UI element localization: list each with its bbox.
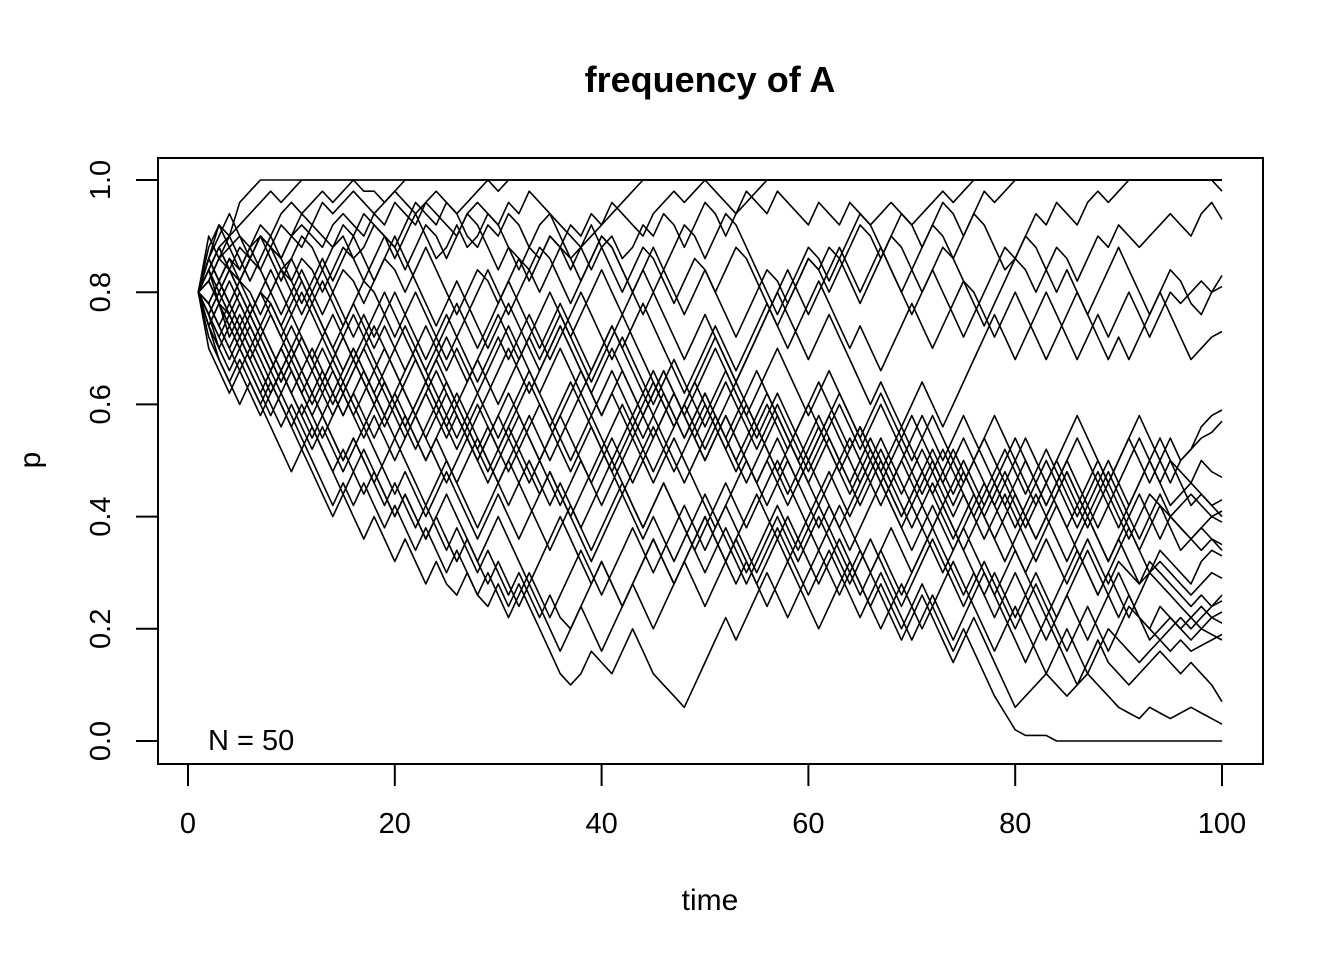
series-line-12: [197, 280, 1223, 395]
x-tick-label: 60: [792, 808, 824, 840]
series-line-13: [197, 268, 1223, 428]
series-line-1: [197, 179, 1222, 293]
series-line-9: [197, 201, 1223, 338]
series-line-4: [197, 179, 1222, 305]
series-line-27: [197, 291, 1222, 742]
y-tick-label: 0.8: [85, 272, 117, 312]
y-tick-label: 0.4: [85, 496, 117, 536]
y-tick-label: 0.0: [85, 721, 117, 761]
series-layer: [197, 179, 1223, 742]
series-line-25: [197, 268, 1223, 675]
series-line-8: [197, 179, 1222, 327]
x-tick-label: 40: [585, 808, 617, 840]
series-line-5: [197, 179, 1222, 294]
y-axis: 0.0 0.2 0.4 0.6 0.8 1.0: [85, 160, 159, 761]
series-line-20: [197, 280, 1223, 596]
x-tick-label: 80: [999, 808, 1031, 840]
y-tick-label: 0.2: [85, 609, 117, 649]
series-line-26: [197, 291, 1223, 703]
y-tick-label: 0.6: [85, 384, 117, 424]
series-line-23: [197, 291, 1223, 641]
x-tick-label: 100: [1198, 808, 1246, 840]
series-line-2: [197, 179, 1222, 293]
series-line-32: [197, 212, 1223, 529]
series-line-31: [197, 246, 1223, 608]
population-size-annotation: N = 50: [208, 725, 294, 757]
series-line-33: [197, 292, 1223, 630]
series-line-22: [197, 257, 1223, 641]
series-line-10: [197, 179, 1223, 361]
x-axis: 0 20 40 60 80 100: [180, 763, 1246, 840]
x-tick-label: 20: [379, 808, 411, 840]
x-tick-label: 0: [180, 808, 196, 840]
series-line-7: [197, 179, 1222, 293]
y-axis-label: p: [14, 452, 47, 469]
x-axis-label: time: [682, 884, 739, 917]
series-line-3: [197, 179, 1222, 293]
y-tick-label: 1.0: [85, 160, 117, 200]
series-line-14: [197, 280, 1223, 507]
chart-title: frequency of A: [585, 59, 836, 100]
series-line-24: [197, 291, 1223, 653]
series-line-28: [197, 292, 1223, 725]
